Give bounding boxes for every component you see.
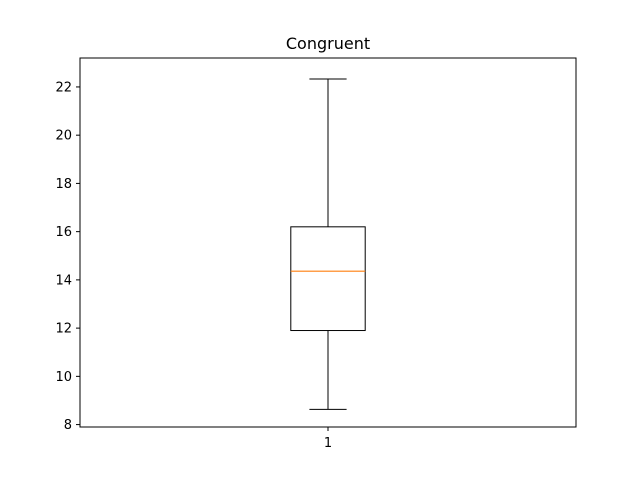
- interquartile-box: [290, 226, 366, 332]
- y-tick-label: 20: [55, 129, 72, 144]
- x-tick-label: 1: [324, 436, 332, 451]
- y-tick-label: 10: [55, 370, 72, 385]
- x-axis: 1: [324, 427, 332, 451]
- y-tick-label: 22: [55, 80, 72, 95]
- box-series: [290, 78, 366, 410]
- y-tick-label: 8: [64, 418, 72, 433]
- y-tick-label: 18: [55, 177, 72, 192]
- y-tick-label: 14: [55, 273, 72, 288]
- y-tick-label: 12: [55, 322, 72, 337]
- y-tick-label: 16: [55, 225, 72, 240]
- y-axis: 8 10 12 14 16 18 20 22: [55, 80, 80, 433]
- chart-title: Congruent: [286, 34, 370, 53]
